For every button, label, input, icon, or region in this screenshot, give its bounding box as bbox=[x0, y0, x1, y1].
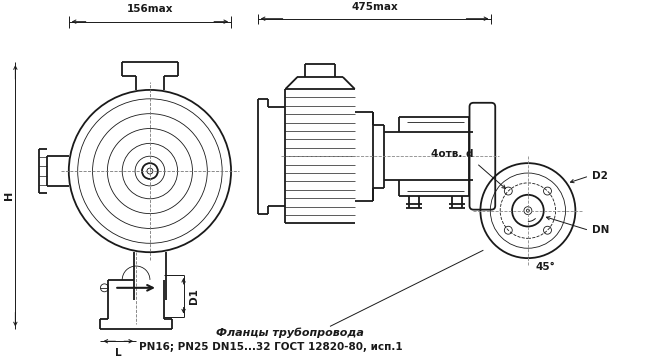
Text: L: L bbox=[115, 348, 122, 358]
Text: D2: D2 bbox=[592, 171, 608, 181]
Text: DN: DN bbox=[592, 225, 609, 236]
Text: H: H bbox=[5, 191, 15, 201]
Text: PN16; PN25 DN15...32 ГОСТ 12820-80, исп.1: PN16; PN25 DN15...32 ГОСТ 12820-80, исп.… bbox=[139, 342, 403, 352]
Text: Фланцы трубопровода: Фланцы трубопровода bbox=[217, 327, 364, 337]
Text: 4отв. d: 4отв. d bbox=[431, 149, 473, 159]
Text: 156max: 156max bbox=[127, 4, 173, 14]
Text: D1: D1 bbox=[188, 288, 198, 304]
Text: 475max: 475max bbox=[351, 2, 398, 12]
Text: 45°: 45° bbox=[536, 262, 556, 272]
